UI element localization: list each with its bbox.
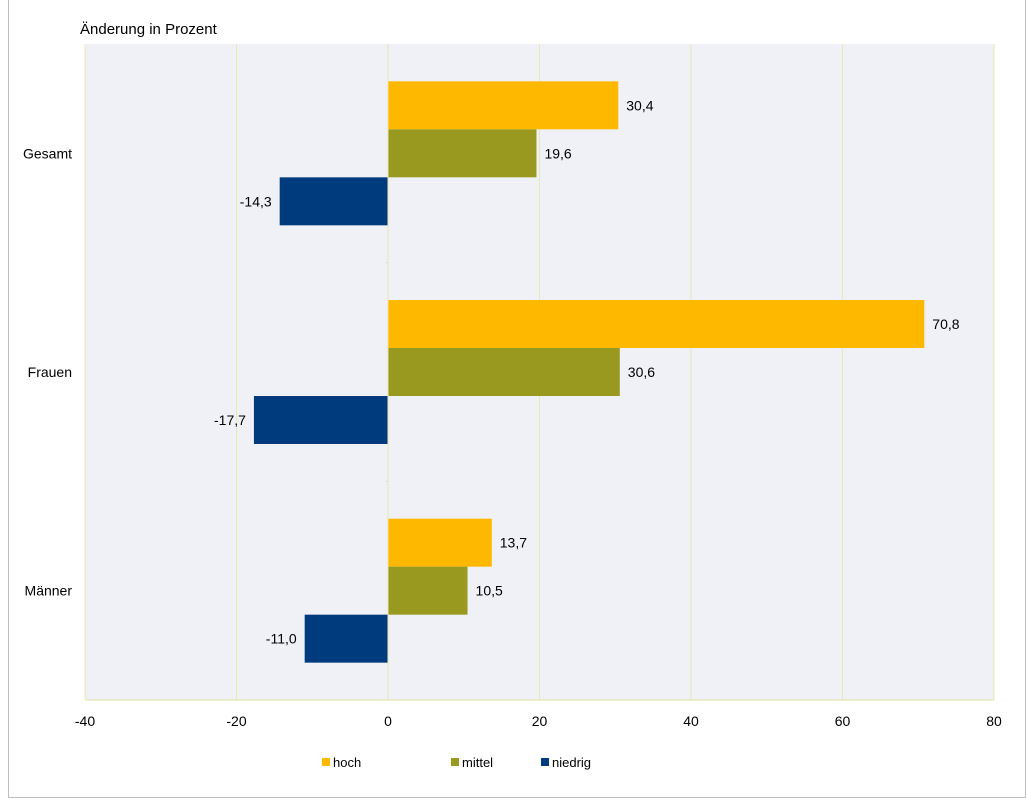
- x-tick-label: 20: [532, 713, 548, 729]
- x-tick-label: 40: [683, 713, 699, 729]
- plot-area: -40 -20 0 20 40 60 80 Gesamt 30,4 19,6 -14,3 Frauen…: [23, 44, 1002, 729]
- data-label: 70,8: [932, 316, 959, 332]
- bar-niedrig-männer: [304, 614, 388, 663]
- data-label: -11,0: [266, 631, 297, 647]
- bar-mittel-gesamt: [388, 129, 537, 178]
- data-label: 13,7: [500, 535, 527, 551]
- bar-hoch-männer: [388, 518, 492, 567]
- data-label: -14,3: [240, 193, 272, 209]
- category-label: Männer: [25, 583, 73, 599]
- bar-mittel-frauen: [388, 348, 620, 396]
- x-tick-label: 60: [835, 713, 851, 729]
- legend-label-niedrig: niedrig: [552, 755, 591, 770]
- x-tick-label: -20: [226, 713, 246, 729]
- x-tick-label: 80: [986, 713, 1002, 729]
- x-tick-label: 0: [384, 713, 392, 729]
- legend-swatch-mittel: [451, 758, 459, 766]
- data-label: 19,6: [544, 145, 571, 161]
- bar-mittel-männer: [388, 566, 468, 615]
- bar-niedrig-frauen: [253, 396, 388, 444]
- legend-label-hoch: hoch: [333, 755, 361, 770]
- bar-hoch-gesamt: [388, 81, 619, 130]
- legend: hoch mittel niedrig: [322, 755, 591, 770]
- category-label: Frauen: [28, 364, 72, 380]
- data-label: 30,6: [628, 364, 655, 380]
- legend-swatch-hoch: [322, 758, 330, 766]
- data-label: -17,7: [214, 412, 246, 428]
- bar-niedrig-gesamt: [279, 177, 388, 226]
- legend-label-mittel: mittel: [462, 755, 493, 770]
- chart-title: Änderung in Prozent: [80, 21, 218, 38]
- legend-swatch-niedrig: [541, 758, 549, 766]
- x-tick-label: -40: [75, 713, 95, 729]
- bar-hoch-frauen: [388, 300, 925, 348]
- data-label: 10,5: [476, 583, 503, 599]
- category-label: Gesamt: [23, 145, 72, 161]
- data-label: 30,4: [626, 97, 653, 113]
